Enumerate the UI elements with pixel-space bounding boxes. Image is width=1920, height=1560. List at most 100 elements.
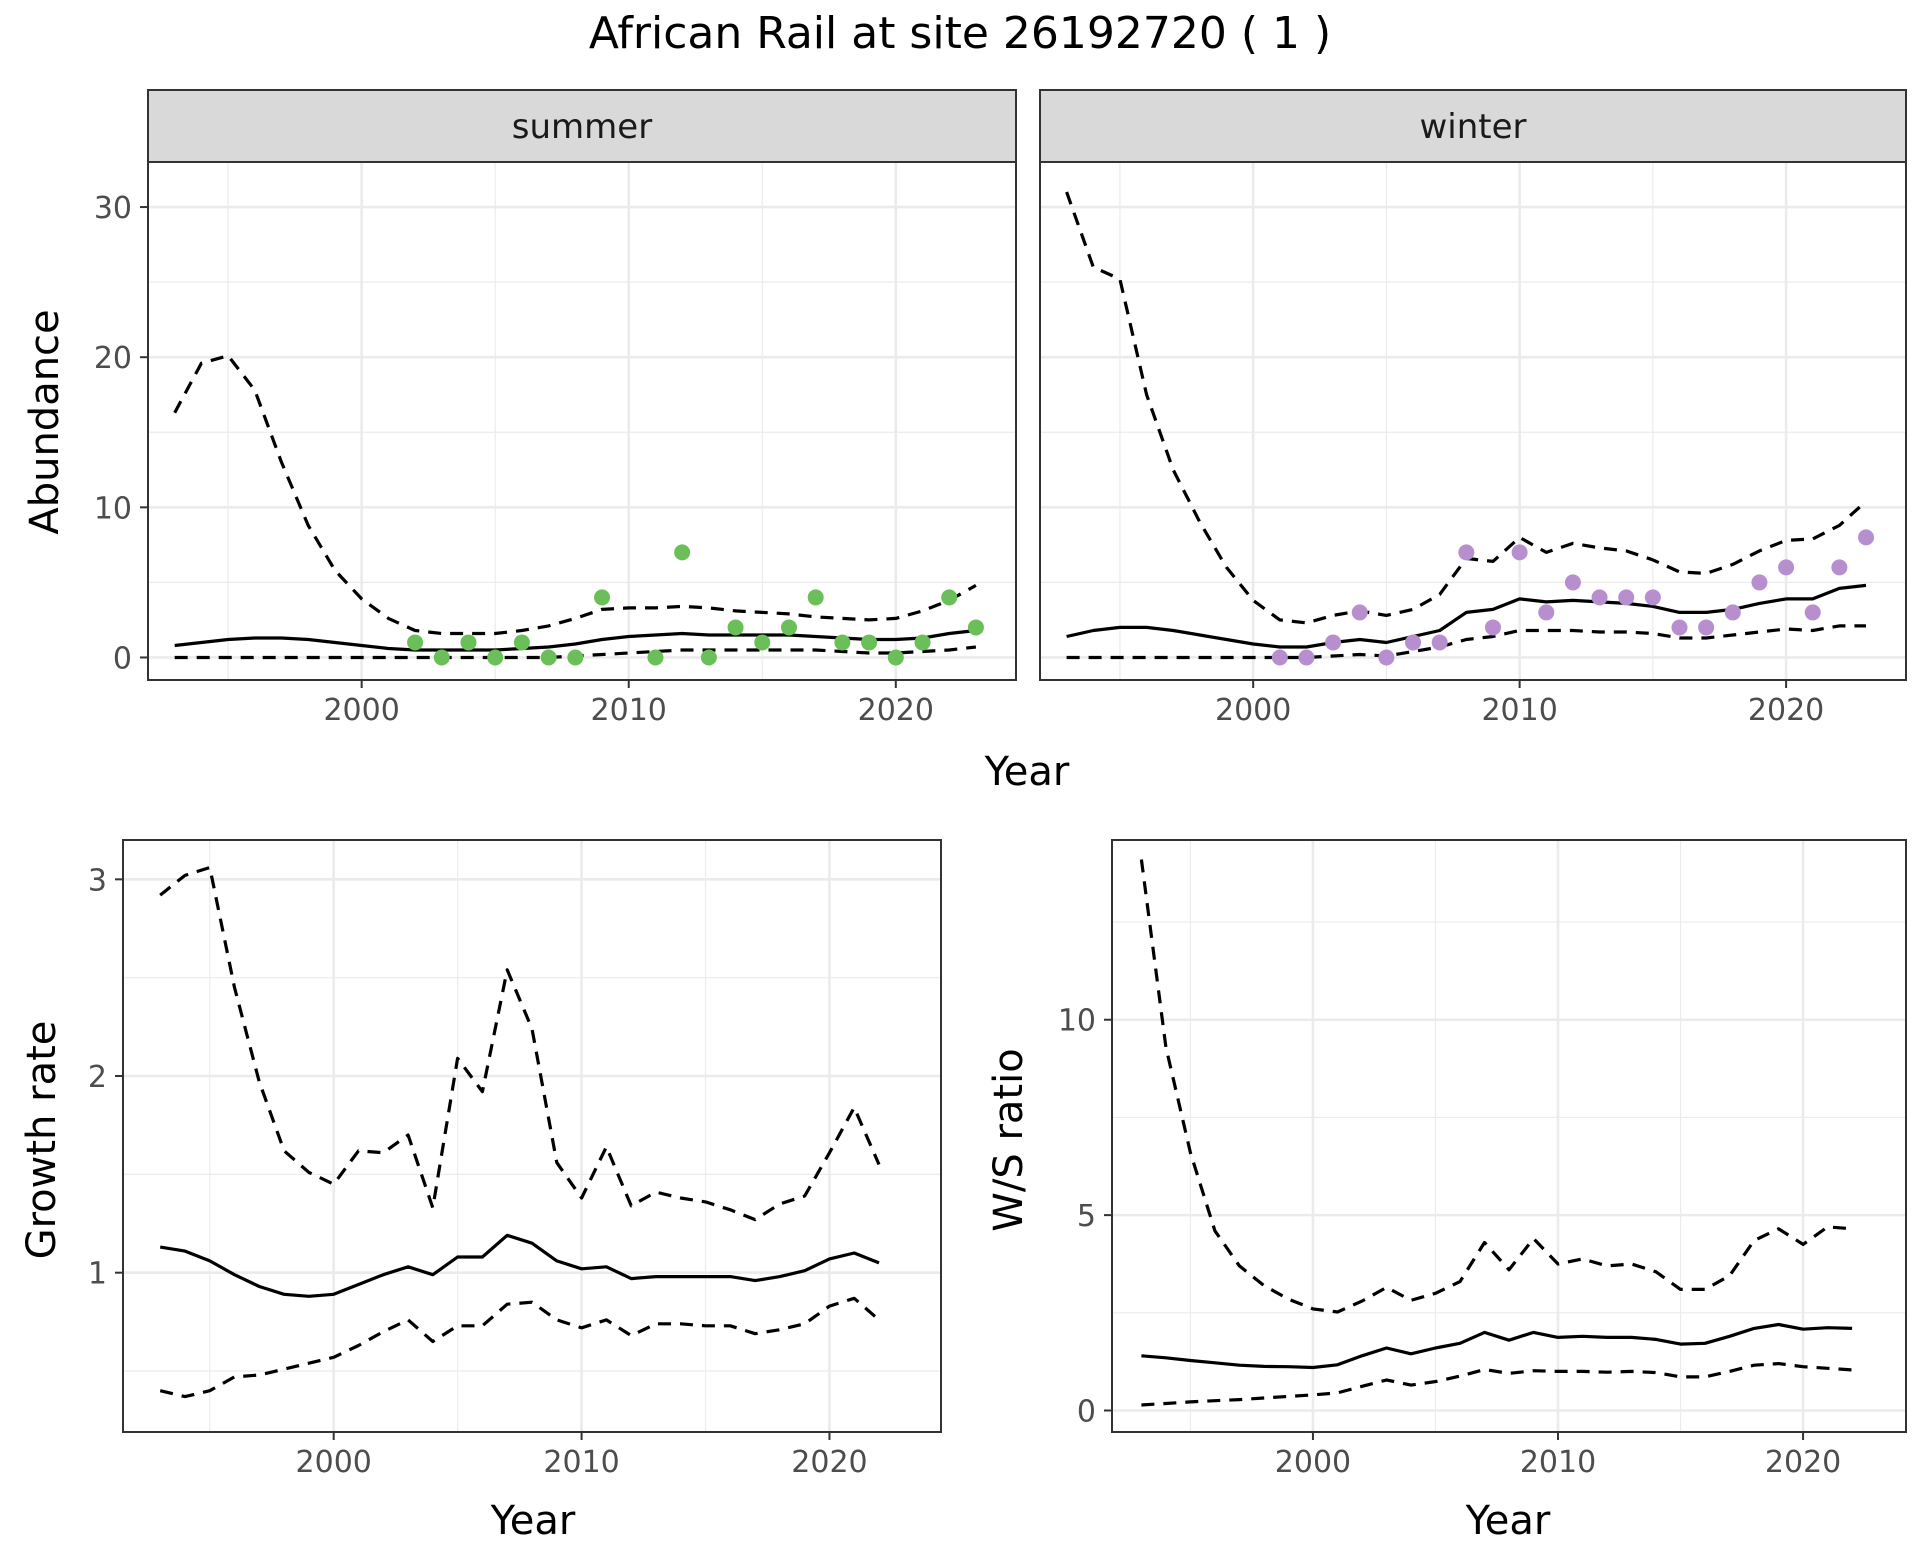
winter-panel-border <box>1039 161 1907 681</box>
winter-observed-point <box>1698 619 1715 636</box>
winter-observed-point <box>1564 574 1581 591</box>
figure-title: African Rail at site 26192720 ( 1 ) <box>589 8 1331 59</box>
ratio-x-tick-label: 2000 <box>1275 1445 1351 1480</box>
winter-observed-point <box>1405 634 1422 651</box>
summer-observed-point <box>594 589 611 606</box>
ratio-y-tick-label: 5 <box>1077 1199 1096 1234</box>
growth-x-tick-label: 2010 <box>543 1445 619 1480</box>
ratio-x-tick-label: 2010 <box>1520 1445 1596 1480</box>
growth-x-tick-label: 2000 <box>296 1445 372 1480</box>
panel-winter: winter 2000 2010 2020 <box>1039 89 1907 728</box>
ratio-x-tick-label: 2020 <box>1765 1445 1841 1480</box>
summer-observed-point <box>487 649 504 666</box>
winter-observed-point <box>1271 649 1288 666</box>
winter-observed-point <box>1778 559 1795 576</box>
summer-observed-point <box>861 634 878 651</box>
strip-winter: winter <box>1039 89 1907 163</box>
summer-observed-point <box>887 649 904 666</box>
summer-observed-point <box>513 634 530 651</box>
summer-observed-point <box>754 634 771 651</box>
winter-observed-point <box>1351 604 1368 621</box>
strip-winter-background <box>1039 89 1907 163</box>
ratio-estimate-line <box>1141 1322 1853 1370</box>
plot-area-growth-rate: 2000 2010 2020 1 2 3 <box>88 839 942 1480</box>
winter-observed-point <box>1644 589 1661 606</box>
summer-observed-point <box>700 649 717 666</box>
growth-rate-y-axis-title: Growth rate <box>19 1021 65 1260</box>
summer-y-tick-label: 20 <box>94 341 132 376</box>
summer-observed-point <box>647 649 664 666</box>
growth-estimate-line <box>159 1233 880 1298</box>
winter-observed-point <box>1804 604 1821 621</box>
summer-observed-point <box>834 634 851 651</box>
growth-y-tick-label: 1 <box>88 1257 107 1292</box>
summer-y-tick-label: 0 <box>113 641 132 676</box>
panel-summer: summer 2000 2010 2020 0 10 20 30 <box>94 89 1017 728</box>
plot-area-summer: 2000 2010 2020 0 10 20 30 <box>94 161 1017 728</box>
strip-summer-background <box>147 89 1017 163</box>
summer-observed-point <box>540 649 557 666</box>
summer-observed-point <box>460 634 477 651</box>
winter-observed-point <box>1484 619 1501 636</box>
winter-observed-point <box>1378 649 1395 666</box>
summer-upper-line <box>173 354 977 636</box>
growth-panel-background <box>123 840 941 1432</box>
winter-observed-point <box>1511 544 1528 561</box>
ratio-y-tick-label: 10 <box>1058 1004 1096 1039</box>
summer-observed-point <box>674 544 691 561</box>
abundance-y-axis-title: Abundance <box>22 309 68 534</box>
winter-observed-point <box>1538 604 1555 621</box>
summer-panel-background <box>148 162 1016 680</box>
winter-observed-point <box>1458 544 1475 561</box>
growth-lower-line <box>159 1296 881 1399</box>
summer-observed-point <box>407 634 424 651</box>
summer-x-tick-label: 2010 <box>591 693 667 728</box>
winter-panel-background <box>1040 162 1906 680</box>
ratio-upper-line <box>1139 859 1853 1314</box>
winter-observed-point <box>1831 559 1848 576</box>
summer-observed-point <box>567 649 584 666</box>
panel-growth-rate: 2000 2010 2020 1 2 3 <box>88 839 942 1480</box>
summer-x-tick-label: 2000 <box>323 693 399 728</box>
summer-y-tick-label: 10 <box>94 491 132 526</box>
panel-ws-ratio: 2000 2010 2020 0 5 10 <box>1058 839 1907 1480</box>
winter-observed-point <box>1671 619 1688 636</box>
plot-area-ws-ratio: 2000 2010 2020 0 5 10 <box>1058 839 1907 1480</box>
summer-panel-border <box>147 161 1017 681</box>
winter-observed-point <box>1751 574 1768 591</box>
summer-observed-point <box>780 619 797 636</box>
growth-y-tick-label: 3 <box>88 863 107 898</box>
winter-observed-point <box>1325 634 1342 651</box>
strip-summer-label: summer <box>512 107 652 147</box>
ratio-y-tick-label: 0 <box>1077 1395 1096 1430</box>
winter-observed-point <box>1724 604 1741 621</box>
winter-x-tick-label: 2010 <box>1481 693 1557 728</box>
winter-observed-point <box>1431 634 1448 651</box>
summer-y-tick-label: 30 <box>94 191 132 226</box>
summer-observed-point <box>727 619 744 636</box>
plot-area-winter: 2000 2010 2020 <box>1039 161 1907 728</box>
winter-x-tick-label: 2020 <box>1748 693 1824 728</box>
winter-observed-point <box>1858 529 1875 546</box>
ratio-panel-background <box>1112 840 1906 1432</box>
growth-rate-x-axis-title: Year <box>490 1498 576 1544</box>
summer-observed-point <box>941 589 958 606</box>
winter-observed-point <box>1591 589 1608 606</box>
growth-upper-line <box>159 865 881 1222</box>
growth-x-tick-label: 2020 <box>791 1445 867 1480</box>
winter-lower-line <box>1066 624 1866 660</box>
ratio-lower-line <box>1141 1362 1853 1407</box>
growth-y-tick-label: 2 <box>88 1060 107 1095</box>
strip-winter-label: winter <box>1419 107 1526 147</box>
growth-panel-border <box>122 839 942 1433</box>
winter-x-tick-label: 2000 <box>1215 693 1291 728</box>
winter-observed-point <box>1298 649 1315 666</box>
summer-observed-point <box>433 649 450 666</box>
strip-summer: summer <box>147 89 1017 163</box>
ws-ratio-y-axis-title: W/S ratio <box>986 1048 1032 1231</box>
summer-observed-point <box>914 634 931 651</box>
abundance-x-axis-title: Year <box>984 749 1070 795</box>
summer-x-tick-label: 2020 <box>858 693 934 728</box>
ws-ratio-x-axis-title: Year <box>1465 1498 1551 1544</box>
